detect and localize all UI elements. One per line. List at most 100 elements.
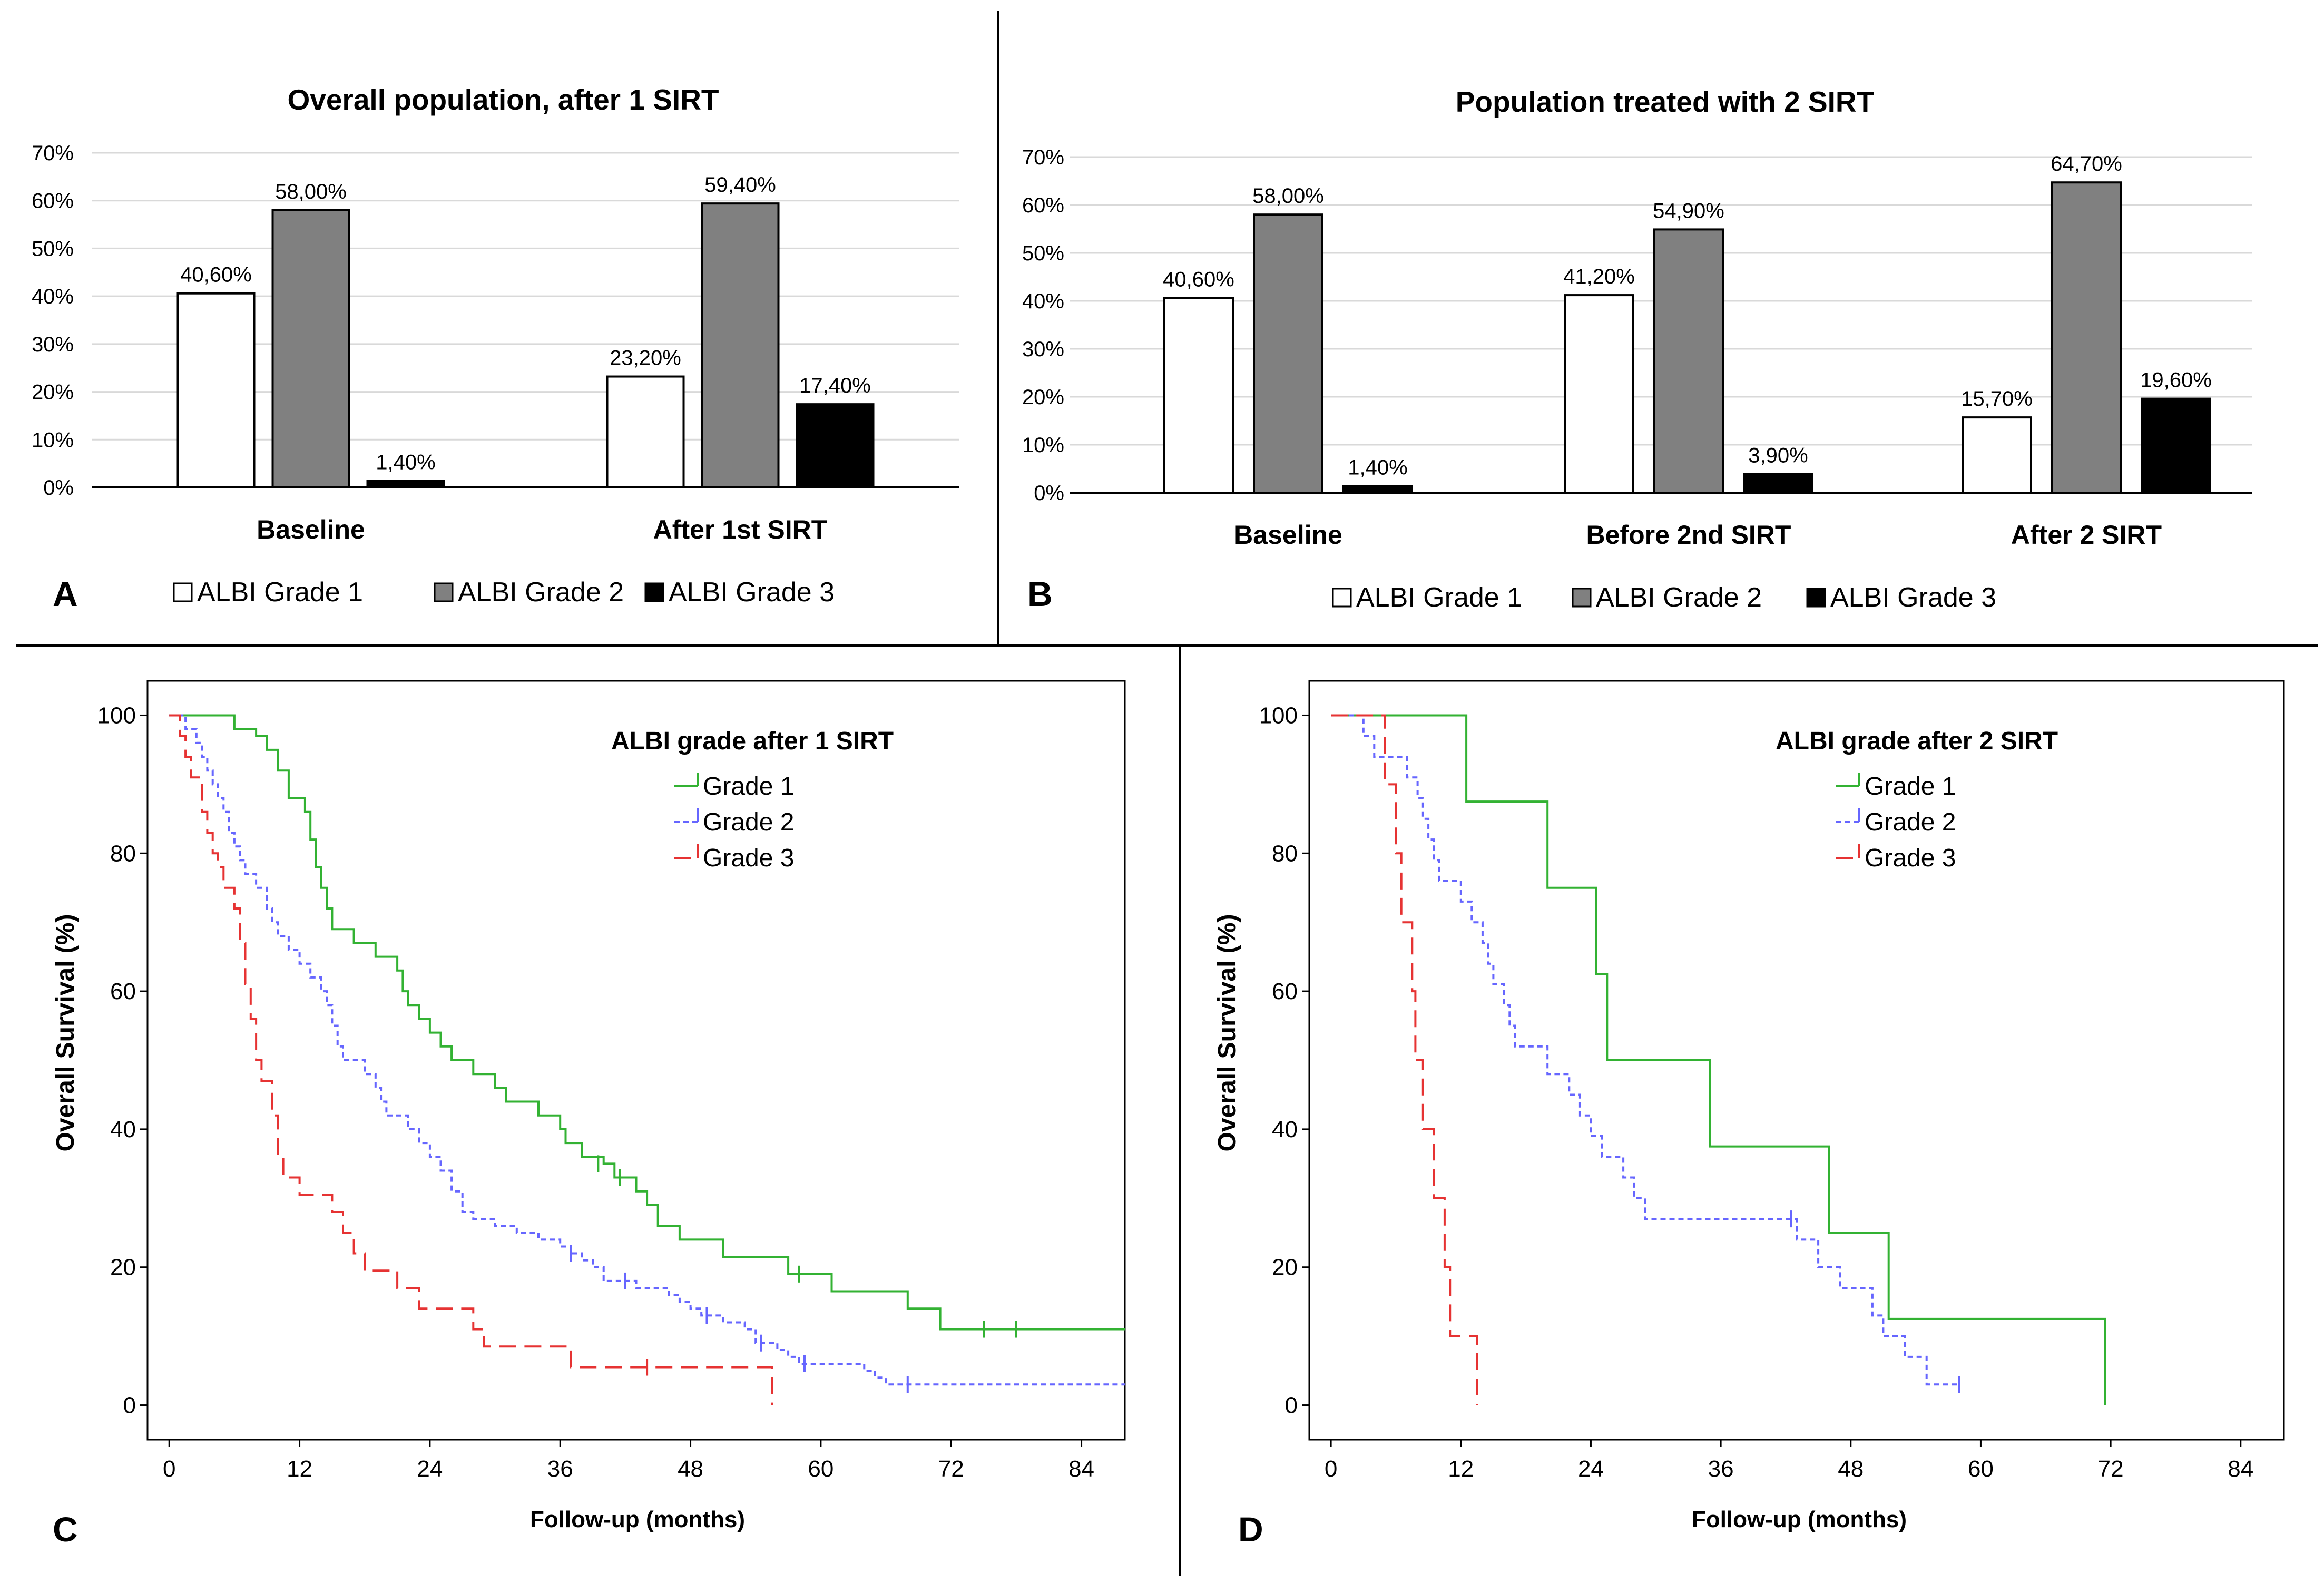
legend: ALBI Grade 1 ALBI Grade 2 ALBI Grade 3 — [173, 577, 835, 608]
x-axis-label: Follow-up (months) — [1692, 1507, 1907, 1532]
x-tick-label: 12 — [287, 1456, 312, 1482]
y-tick-label: 40% — [32, 285, 74, 308]
data-label: 64,70% — [2051, 152, 2122, 175]
x-tick-label: 84 — [1068, 1456, 1094, 1482]
category-label: Baseline — [1234, 520, 1342, 550]
x-axis-categories: Baseline After 1st SIRT — [257, 515, 827, 544]
survival-curve-grade-1 — [169, 714, 1125, 1331]
survival-curve-grade-3 — [169, 714, 773, 1405]
legend-label: ALBI Grade 2 — [1596, 582, 1762, 613]
y-tick-label: 70% — [1022, 146, 1064, 169]
y-tick-label: 60% — [32, 190, 74, 213]
y-tick-label: 50% — [32, 237, 74, 260]
data-label: 41,20% — [1563, 265, 1635, 288]
legend-label: ALBI Grade 1 — [1356, 582, 1522, 613]
x-tick-label: 36 — [547, 1456, 573, 1482]
legend-label: ALBI Grade 2 — [458, 577, 624, 608]
y-tick-label: 70% — [32, 142, 74, 165]
y-tick-label: 20% — [1022, 386, 1064, 409]
bar — [2141, 397, 2211, 494]
survival-curves — [1331, 714, 2106, 1405]
y-tick-label: 50% — [1022, 242, 1064, 265]
y-tick-label: 20 — [110, 1255, 136, 1281]
legend-swatch — [434, 582, 454, 602]
legend-title: ALBI grade after 1 SIRT — [611, 727, 894, 755]
survival-curve-grade-2 — [169, 714, 1125, 1386]
legend-swatch — [1572, 588, 1592, 608]
panel-label-c: C — [53, 1510, 78, 1549]
y-tick-label: 0% — [1034, 482, 1064, 505]
y-tick-label: 0% — [43, 476, 74, 500]
y-tick-label: 20 — [1272, 1255, 1298, 1281]
legend-swatch — [1332, 588, 1352, 608]
y-tick-label: 100 — [1259, 702, 1298, 728]
x-tick-label: 36 — [1708, 1456, 1734, 1482]
legend-label: Grade 1 — [1865, 773, 1956, 800]
y-tick-label: 30% — [32, 333, 74, 356]
x-tick-label: 0 — [1325, 1456, 1337, 1482]
data-label: 40,60% — [180, 263, 252, 287]
legend-swatch — [1806, 588, 1826, 608]
bar — [796, 403, 875, 489]
data-label: 23,20% — [610, 347, 681, 370]
x-tick-label: 84 — [2228, 1456, 2253, 1482]
data-label: 58,00% — [275, 180, 347, 203]
bar-series: 40,60% 58,00% 1,40% 41,20% 54,90% 3,90% 15,70%… — [1163, 152, 2212, 494]
x-tick-label: 72 — [2098, 1456, 2124, 1482]
y-tick-label: 100 — [97, 702, 136, 728]
x-tick-label: 0 — [163, 1456, 175, 1482]
legend-label: ALBI Grade 3 — [669, 577, 835, 608]
axis-ticks: 0 12 24 36 48 60 72 84 0 20 40 60 80 100 — [1259, 702, 2254, 1482]
data-label: 15,70% — [1961, 387, 2033, 411]
plot-frame — [1308, 680, 2285, 1441]
x-tick-label: 12 — [1448, 1456, 1474, 1482]
bar — [1962, 416, 2032, 494]
x-axis-categories: Baseline Before 2nd SIRT After 2 SIRT — [1234, 520, 2162, 550]
y-tick-label: 10% — [32, 428, 74, 452]
bar-series: 40,60% 58,00% 1,40% 23,20% 59,40% 17,40% — [176, 173, 875, 489]
legend-label: Grade 2 — [1865, 808, 1956, 836]
legend-label: Grade 1 — [703, 773, 794, 800]
y-tick-label: 80 — [110, 841, 136, 866]
panel-label-b: B — [1027, 574, 1053, 613]
y-tick-label: 40 — [1272, 1117, 1298, 1142]
y-tick-label: 0 — [123, 1393, 136, 1419]
bar — [1743, 473, 1813, 494]
chart-title: Population treated with 2 SIRT — [1456, 85, 1875, 118]
category-label: Before 2nd SIRT — [1586, 520, 1791, 550]
panel-dividers — [16, 11, 2318, 1576]
bar — [176, 292, 256, 488]
data-label: 40,60% — [1163, 268, 1234, 291]
y-tick-label: 0 — [1285, 1393, 1298, 1419]
y-tick-label: 40% — [1022, 290, 1064, 313]
chart-title: Overall population, after 1 SIRT — [287, 83, 719, 116]
category-label: Baseline — [257, 515, 365, 544]
y-tick-label: 20% — [32, 381, 74, 404]
legend: ALBI Grade 1 ALBI Grade 2 ALBI Grade 3 — [1332, 582, 1996, 613]
survival-curves — [169, 714, 1125, 1405]
plot-frame — [146, 680, 1126, 1441]
bar — [366, 480, 445, 488]
panel-label-a: A — [53, 574, 78, 613]
y-axis-label: Overall Survival (%) — [1213, 914, 1241, 1152]
x-tick-label: 48 — [1838, 1456, 1864, 1482]
legend-label: Grade 2 — [703, 808, 794, 836]
bar-chart-a: Overall population, after 1 SIRT 0% 10% 20… — [32, 83, 959, 608]
y-tick-label: 60 — [110, 979, 136, 1004]
y-tick-label: 80 — [1272, 841, 1298, 866]
bar — [1653, 228, 1724, 494]
data-label: 59,40% — [704, 173, 776, 197]
legend: Grade 1 Grade 2 Grade 3 — [674, 773, 794, 872]
x-tick-label: 72 — [938, 1456, 964, 1482]
y-axis-label: Overall Survival (%) — [52, 914, 80, 1152]
legend: Grade 1 Grade 2 Grade 3 — [1836, 773, 1956, 872]
x-tick-label: 60 — [808, 1456, 833, 1482]
x-tick-label: 60 — [1968, 1456, 1994, 1482]
bar — [1253, 213, 1323, 494]
bar — [701, 202, 780, 488]
y-tick-label: 60% — [1022, 194, 1064, 217]
x-tick-label: 24 — [1578, 1456, 1604, 1482]
